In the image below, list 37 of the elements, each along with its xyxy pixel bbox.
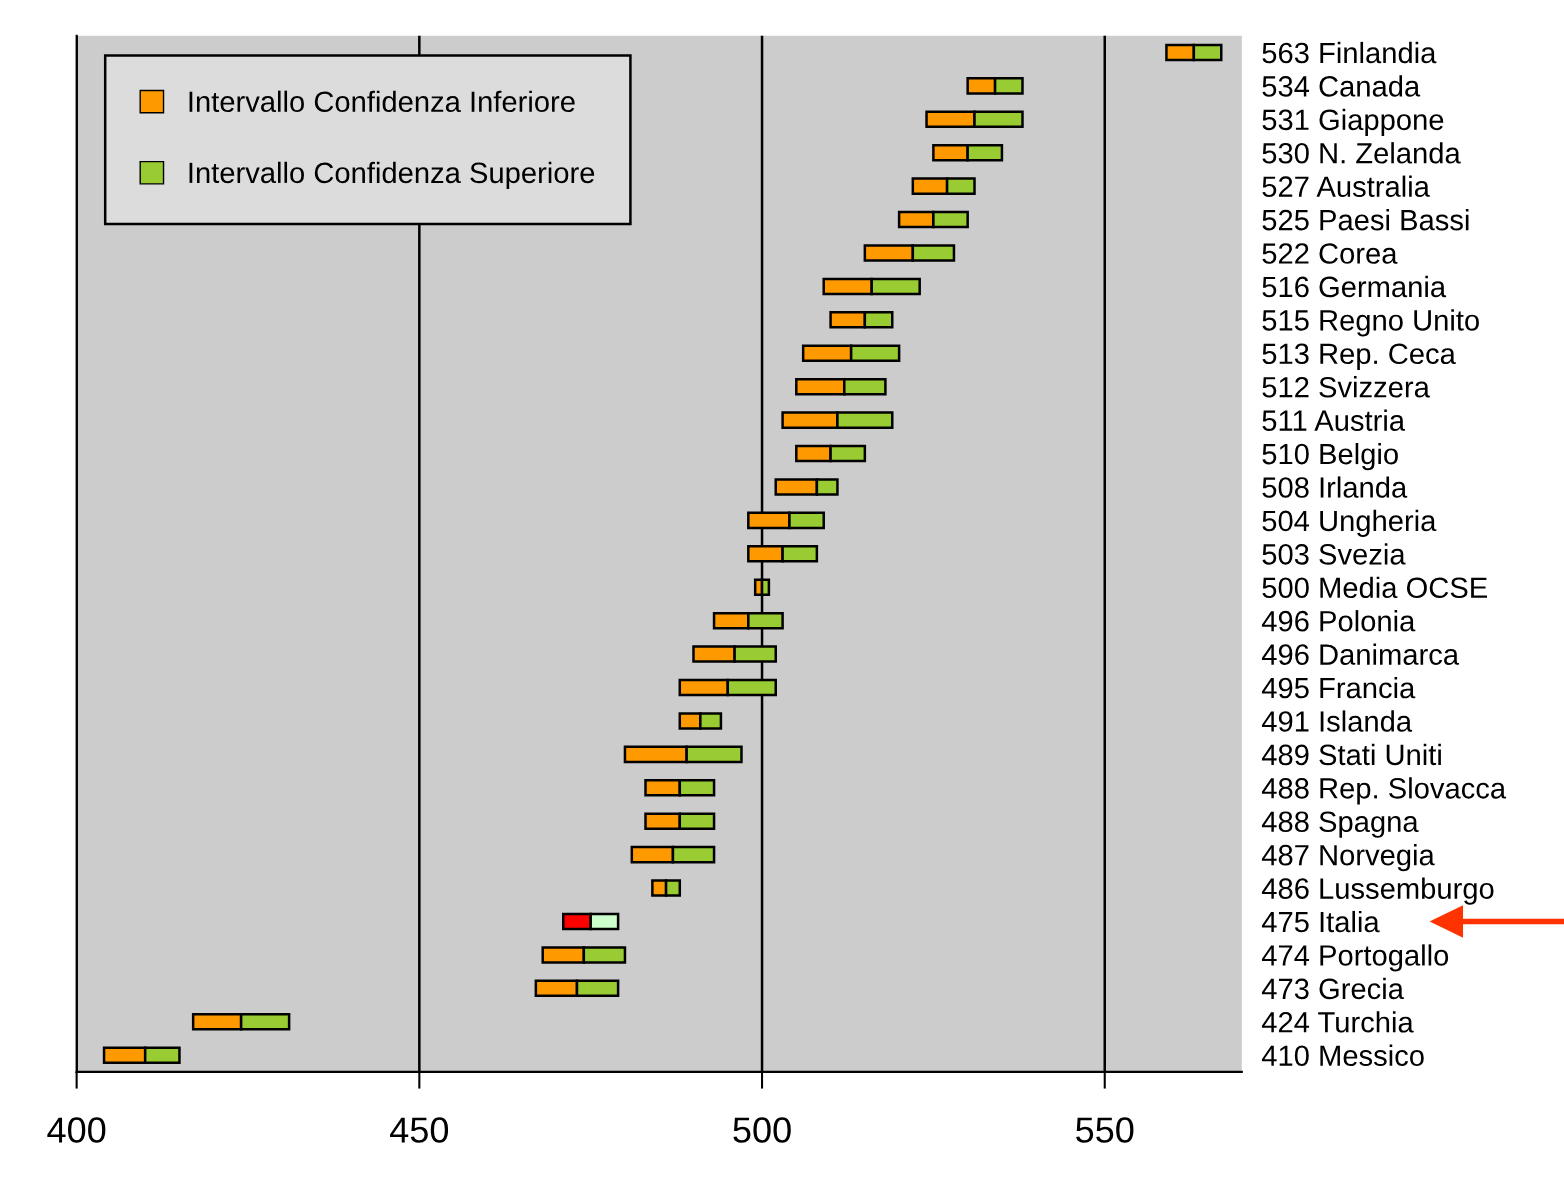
y-tick-label: 491 Islanda [1261, 710, 1413, 732]
y-tick-label: 496 Polonia [1261, 610, 1416, 632]
y-tick-label: 475 Italia [1261, 910, 1380, 933]
y-tick-label: 503 Svezia [1262, 543, 1406, 565]
x-tick-label: 450 [390, 1117, 449, 1143]
y-tick-label: 531 Giappone [1262, 108, 1444, 136]
y-tick-label: 495 Francia [1261, 676, 1416, 699]
legend-label: Intervallo Confidenza Superiore [189, 161, 595, 189]
y-tick-label: 527 Australia [1262, 175, 1430, 197]
y-tick-label: 486 Lussemburgo [1261, 877, 1494, 905]
y-tick-label: 510 Belgio [1262, 442, 1398, 471]
y-tick-label: 563 Finlandia [1262, 41, 1437, 64]
y-tick-label: 511 Austria [1262, 409, 1406, 431]
y-tick-label: 496 Danimarca [1261, 643, 1460, 665]
y-tick-label: 488 Spagna [1261, 811, 1419, 838]
y-tick-label: 516 Germania [1262, 275, 1447, 298]
y-tick-label: 534 Canada [1262, 75, 1421, 97]
x-tick-label: 400 [47, 1117, 106, 1143]
x-tick-label: 500 [733, 1117, 791, 1143]
y-tick-label: 424 Turchia [1261, 1011, 1414, 1033]
y-tick-label: 488 Rep. Slovacca [1261, 777, 1507, 805]
y-tick-label: 522 Corea [1262, 243, 1398, 264]
y-tick-label: 530 N. Zelanda [1262, 142, 1461, 164]
y-tick-label: 512 Svizzera [1262, 376, 1430, 398]
y-tick-label: 410 Messico [1261, 1044, 1424, 1067]
y-tick-label: 500 Media OCSE [1262, 576, 1487, 599]
y-tick-label: 515 Regno Unito [1262, 309, 1479, 337]
y-tick-label: 473 Grecia [1261, 977, 1404, 1000]
y-tick-label: 487 Norvegia [1261, 844, 1435, 872]
y-tick-label: 489 Stati Uniti [1261, 743, 1441, 766]
y-tick-label: 525 Paesi Bassi [1262, 209, 1469, 231]
y-tick-label: 508 Irlanda [1262, 476, 1408, 498]
y-tick-label: 504 Ungheria [1262, 509, 1437, 538]
y-tick-label: 513 Rep. Ceca [1262, 343, 1456, 370]
legend-label: Intervallo Confidenza Inferiore [189, 90, 575, 113]
y-tick-label: 474 Portogallo [1261, 944, 1449, 972]
x-tick-label: 550 [1076, 1117, 1134, 1143]
